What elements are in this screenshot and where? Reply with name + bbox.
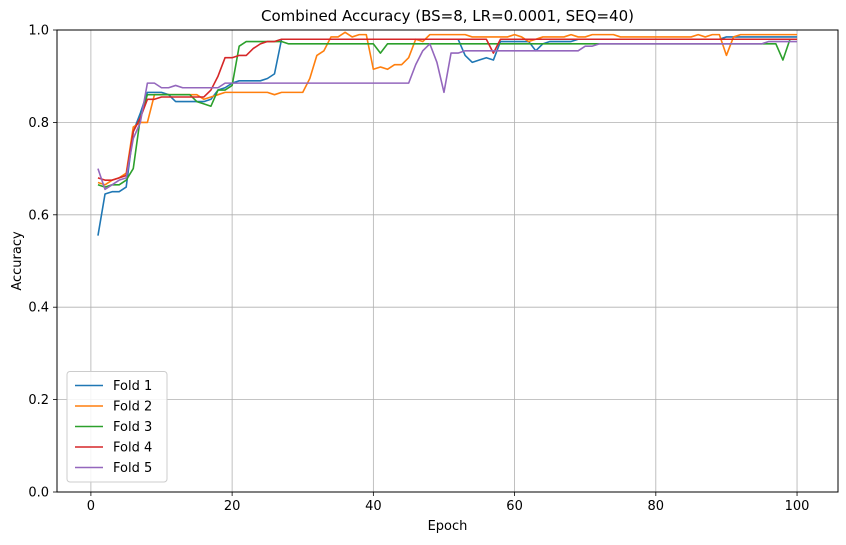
y-tick-label-5: 1.0 — [28, 24, 49, 39]
series-line-fold-2 — [97, 31, 798, 186]
plot-area-frame — [56, 29, 839, 493]
series-line-fold-5 — [97, 40, 798, 191]
y-tick-label-2: 0.4 — [28, 301, 49, 316]
chart-title: Combined Accuracy (BS=8, LR=0.0001, SEQ=… — [261, 7, 634, 25]
y-tick-label-3: 0.6 — [28, 208, 49, 223]
legend-label-fold-4: Fold 4 — [113, 441, 152, 456]
y-tick-label-0: 0.0 — [28, 486, 49, 501]
legend-box — [66, 371, 168, 483]
x-tick-label-2: 40 — [365, 499, 382, 514]
legend-label-fold-2: Fold 2 — [113, 400, 152, 415]
x-tick-label-3: 60 — [506, 499, 523, 514]
series-lines — [97, 31, 798, 236]
x-tick-label-0: 0 — [87, 499, 95, 514]
legend-label-fold-1: Fold 1 — [113, 379, 152, 394]
y-tick-label-4: 0.8 — [28, 116, 49, 131]
axis-ticks: 0 20 40 60 80 100 0.0 0.2 0.4 0.6 0.8 1.0 — [28, 24, 809, 515]
x-tick-label-5: 100 — [785, 499, 810, 514]
y-tick-label-1: 0.2 — [28, 393, 49, 408]
legend: Fold 1 Fold 2 Fold 3 Fold 4 Fold 5 — [66, 371, 168, 483]
x-axis-label: Epoch — [428, 519, 468, 534]
legend-label-fold-5: Fold 5 — [113, 461, 152, 476]
x-tick-label-4: 80 — [648, 499, 665, 514]
x-tick-label-1: 20 — [224, 499, 241, 514]
series-line-fold-4 — [97, 38, 798, 181]
y-axis-label: Accuracy — [10, 231, 25, 291]
legend-label-fold-3: Fold 3 — [113, 420, 152, 435]
